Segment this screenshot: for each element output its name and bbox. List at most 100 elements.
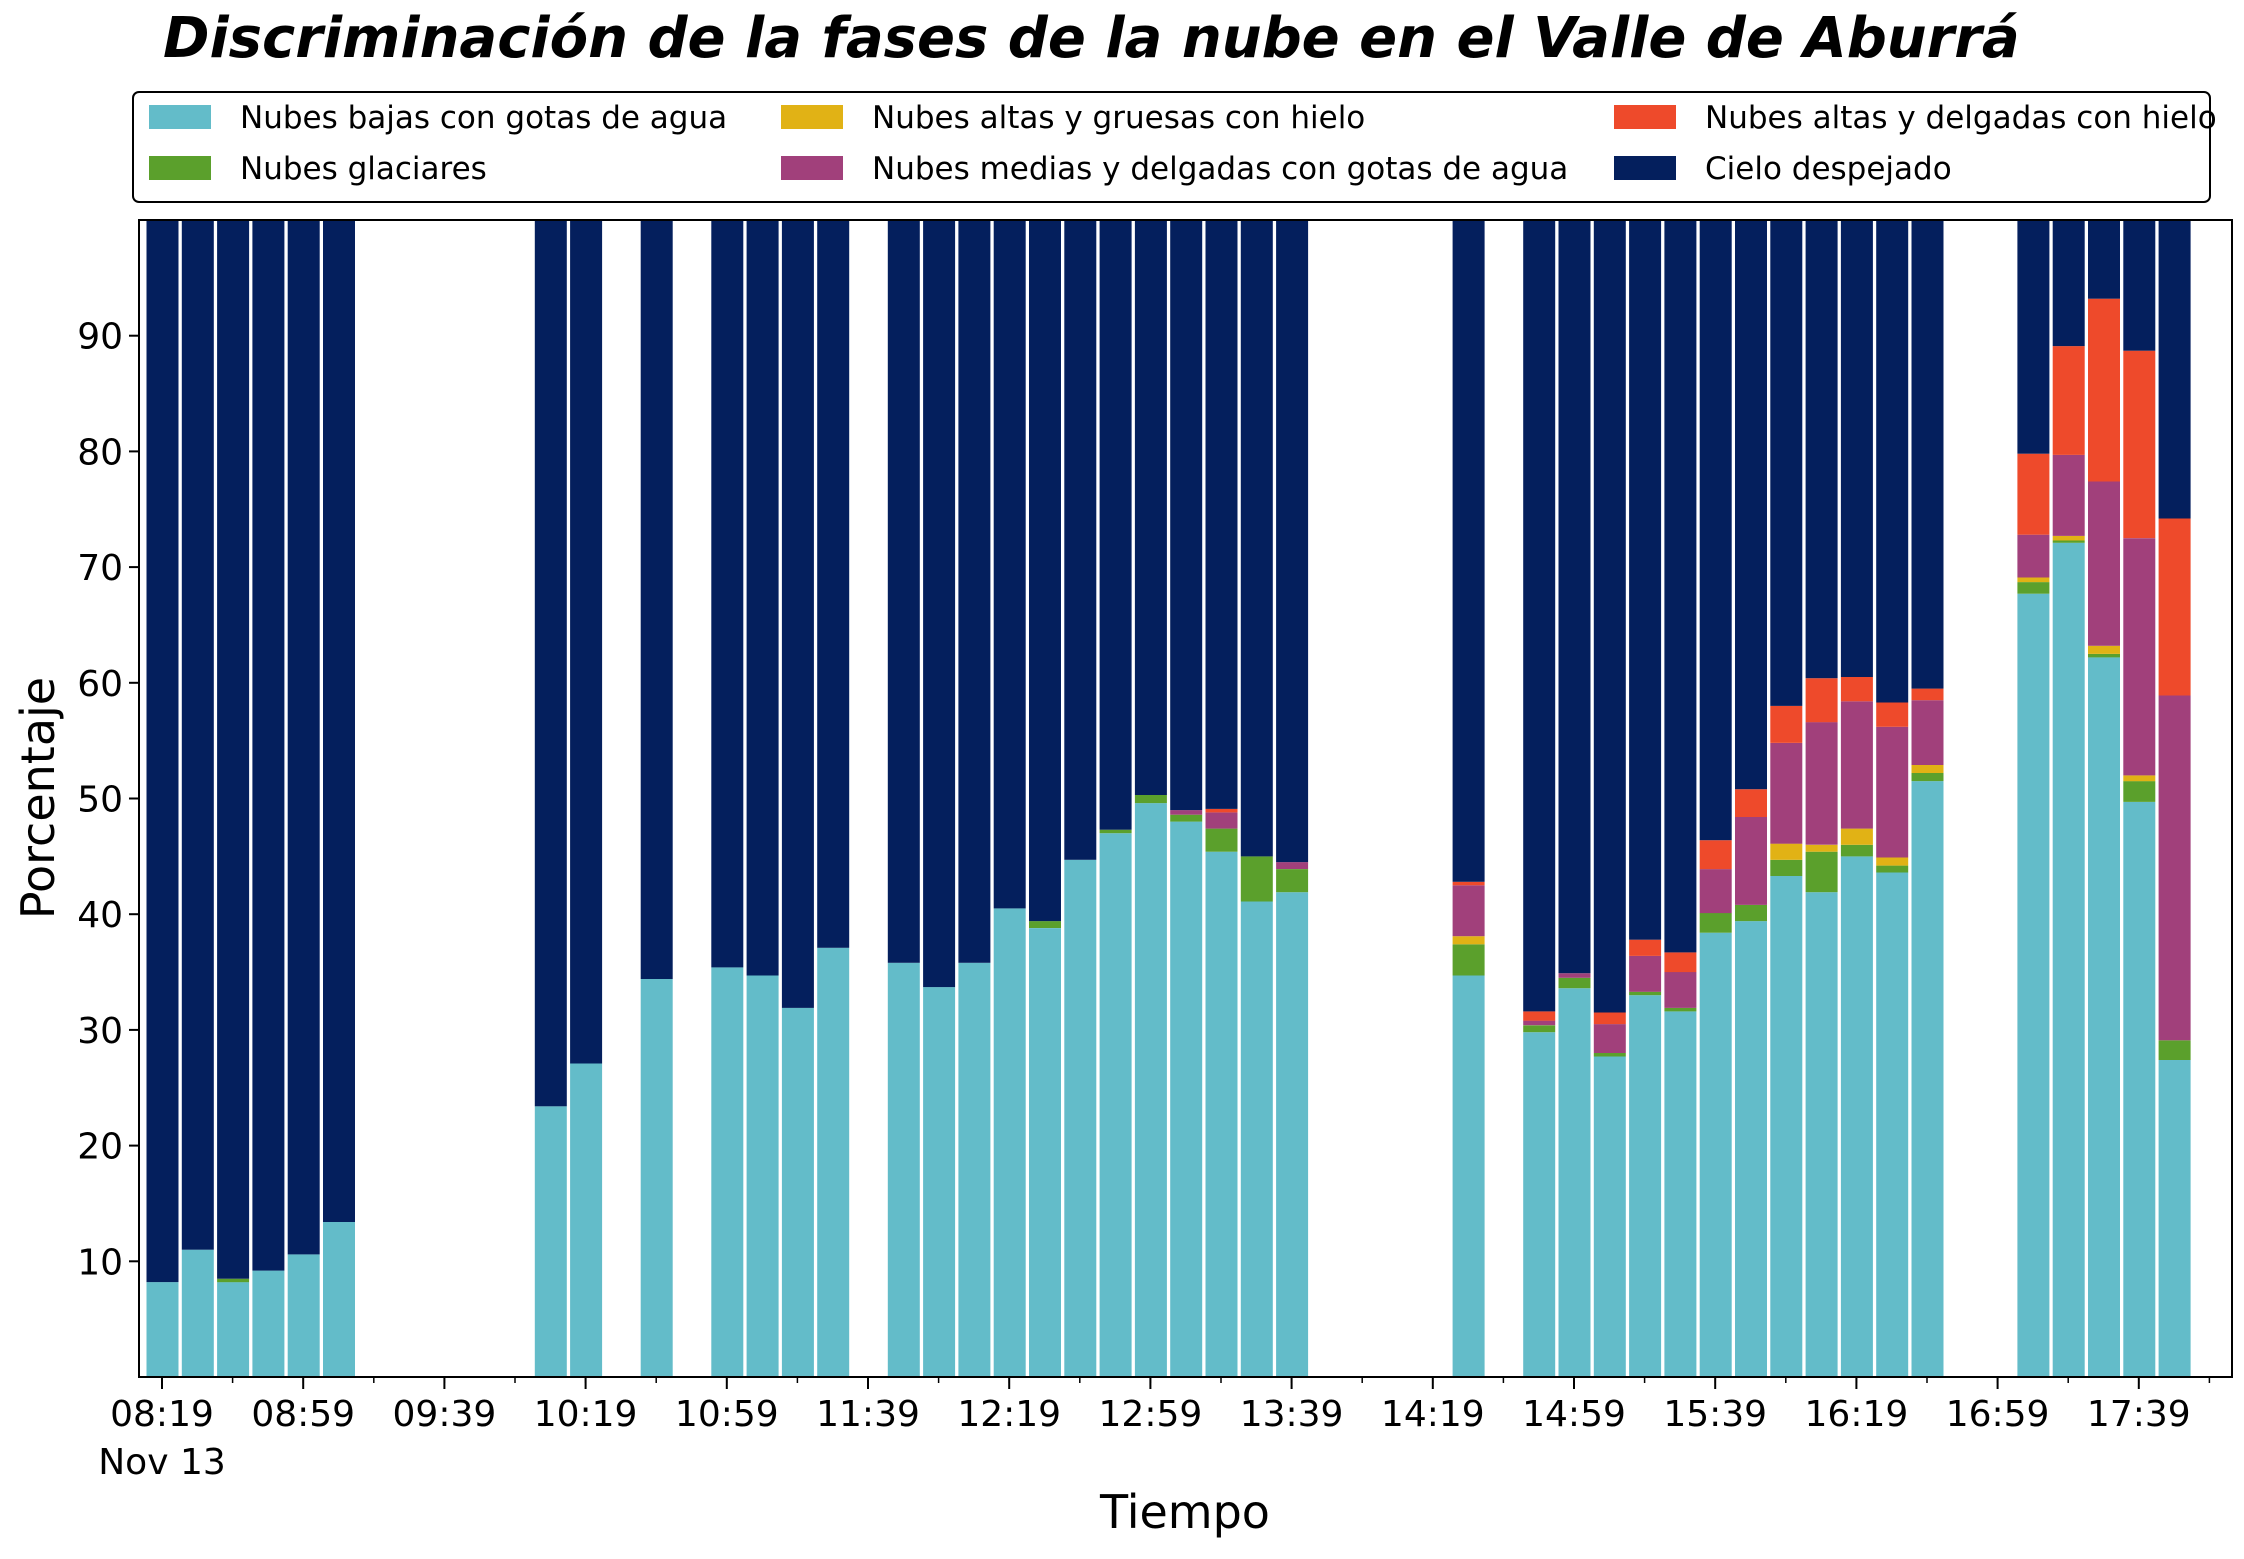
y-tick-label: 80 bbox=[77, 432, 123, 473]
bar-segment-56-series-3 bbox=[2123, 538, 2156, 776]
bar-segment-57-series-1 bbox=[2158, 1040, 2191, 1060]
bar-segment-29-series-5 bbox=[1170, 220, 1203, 811]
bar-segment-46-series-1 bbox=[1770, 859, 1803, 876]
bar-segment-46-series-5 bbox=[1770, 220, 1803, 706]
bar-segment-30-series-3 bbox=[1205, 812, 1238, 829]
bar-segment-23-series-5 bbox=[958, 220, 991, 963]
x-tick-label: 08:19 bbox=[110, 1394, 214, 1435]
bar-segment-55-series-5 bbox=[2088, 220, 2120, 299]
bar-segment-49-series-4 bbox=[1876, 702, 1909, 727]
bar-segment-49-series-2 bbox=[1876, 857, 1909, 866]
bar-segment-30-series-5 bbox=[1205, 220, 1238, 809]
bar-segment-32-series-3 bbox=[1276, 862, 1309, 869]
bar-segment-28-series-5 bbox=[1134, 220, 1167, 795]
bar-segment-48-series-4 bbox=[1840, 677, 1873, 702]
bar-segment-48-series-1 bbox=[1840, 844, 1873, 857]
bar-segment-5-series-5 bbox=[323, 220, 355, 1222]
bar-segment-53-series-0 bbox=[2017, 593, 2050, 1377]
x-tick-label: 16:59 bbox=[1946, 1394, 2050, 1435]
legend-swatch-0 bbox=[149, 105, 211, 129]
bar-segment-47-series-5 bbox=[1805, 220, 1838, 679]
bar-segment-56-series-1 bbox=[2123, 781, 2156, 802]
bar-segment-39-series-0 bbox=[1523, 1032, 1556, 1377]
bar-segment-55-series-4 bbox=[2088, 298, 2120, 482]
bar-segment-29-series-3 bbox=[1170, 810, 1203, 815]
x-tick-label: 12:19 bbox=[957, 1394, 1061, 1435]
x-tick-label: 17:39 bbox=[2087, 1394, 2191, 1435]
y-axis: 10 20 30 40 50 60 70 80 90 bbox=[77, 317, 139, 1283]
bar-segment-41-series-3 bbox=[1593, 1024, 1626, 1053]
bar-segment-3-series-0 bbox=[252, 1270, 285, 1377]
legend-swatch-1 bbox=[149, 156, 211, 180]
y-tick-label: 60 bbox=[77, 664, 123, 705]
bar-segment-57-series-3 bbox=[2158, 695, 2191, 1041]
bar-segment-55-series-3 bbox=[2088, 481, 2120, 646]
bar-segment-53-series-4 bbox=[2017, 453, 2050, 535]
bar-segment-40-series-1 bbox=[1558, 977, 1591, 989]
bar-segment-44-series-1 bbox=[1699, 913, 1732, 933]
x-tick-label: 11:39 bbox=[816, 1394, 920, 1435]
bar-segment-27-series-5 bbox=[1099, 220, 1132, 830]
legend-swatch-3 bbox=[781, 156, 843, 180]
bar-segment-19-series-5 bbox=[817, 220, 850, 948]
x-tick-label: 16:19 bbox=[1805, 1394, 1909, 1435]
bar-segment-39-series-5 bbox=[1523, 220, 1556, 1012]
bar-segment-42-series-0 bbox=[1629, 995, 1662, 1377]
bar-segment-44-series-0 bbox=[1699, 932, 1732, 1377]
bar-segment-55-series-2 bbox=[2088, 645, 2120, 654]
bar-segment-45-series-3 bbox=[1735, 817, 1767, 905]
bar-segment-29-series-0 bbox=[1170, 821, 1203, 1377]
bar-segment-37-series-5 bbox=[1452, 220, 1485, 882]
bar-segment-39-series-4 bbox=[1523, 1011, 1556, 1021]
bar-segment-37-series-3 bbox=[1452, 885, 1485, 937]
bar-segment-14-series-5 bbox=[640, 220, 673, 979]
bar-segment-43-series-0 bbox=[1664, 1011, 1697, 1377]
x-tick-label: 10:19 bbox=[534, 1394, 638, 1435]
bar-segment-45-series-1 bbox=[1735, 904, 1767, 922]
bar-segment-22-series-5 bbox=[923, 220, 956, 988]
bar-segment-54-series-4 bbox=[2052, 346, 2085, 455]
bar-segment-24-series-0 bbox=[993, 908, 1026, 1377]
bar-segment-49-series-1 bbox=[1876, 865, 1909, 873]
legend-swatch-4 bbox=[1614, 105, 1676, 129]
bar-segment-49-series-3 bbox=[1876, 726, 1909, 858]
bar-segment-2-series-0 bbox=[217, 1282, 250, 1377]
legend-label-5: Cielo despejado bbox=[1705, 151, 1952, 187]
y-tick-label: 90 bbox=[77, 317, 123, 358]
bar-segment-44-series-3 bbox=[1699, 869, 1732, 914]
bar-segment-55-series-0 bbox=[2088, 657, 2120, 1377]
bar-segment-1-series-0 bbox=[181, 1249, 214, 1377]
bar-segment-56-series-4 bbox=[2123, 350, 2156, 539]
bar-segment-50-series-4 bbox=[1911, 688, 1944, 701]
bar-segment-48-series-5 bbox=[1840, 220, 1873, 677]
legend-label-2: Nubes altas y gruesas con hielo bbox=[872, 100, 1365, 136]
bar-segment-27-series-1 bbox=[1099, 829, 1132, 834]
bar-segment-31-series-1 bbox=[1240, 856, 1273, 902]
bar-segment-57-series-5 bbox=[2158, 220, 2191, 519]
bar-segment-44-series-5 bbox=[1699, 220, 1732, 841]
y-tick-label: 10 bbox=[77, 1242, 123, 1283]
bar-segment-4-series-0 bbox=[287, 1254, 320, 1377]
bar-segment-45-series-5 bbox=[1735, 220, 1767, 790]
legend-label-3: Nubes medias y delgadas con gotas de agu… bbox=[872, 151, 1568, 187]
bar-segment-53-series-1 bbox=[2017, 582, 2050, 594]
bar-segment-16-series-5 bbox=[711, 220, 744, 968]
bar-segment-40-series-0 bbox=[1558, 988, 1591, 1377]
bar-segment-54-series-0 bbox=[2052, 542, 2085, 1377]
y-tick-label: 40 bbox=[77, 895, 123, 936]
y-axis-label: Porcentaje bbox=[11, 677, 65, 919]
bar-segment-25-series-0 bbox=[1029, 928, 1061, 1377]
bar-segment-18-series-0 bbox=[781, 1007, 814, 1377]
bar-segment-54-series-3 bbox=[2052, 454, 2085, 536]
legend-label-1: Nubes glaciares bbox=[240, 151, 487, 187]
bar-segment-19-series-0 bbox=[817, 947, 850, 1377]
x-tick-label: 08:59 bbox=[251, 1394, 355, 1435]
bar-segment-56-series-2 bbox=[2123, 775, 2156, 782]
bar-segment-50-series-5 bbox=[1911, 220, 1944, 689]
legend-label-0: Nubes bajas con gotas de agua bbox=[240, 100, 727, 136]
bar-segment-55-series-1 bbox=[2088, 653, 2120, 658]
bars-layer bbox=[146, 220, 2191, 1377]
legend-frame bbox=[132, 91, 2211, 203]
bar-segment-46-series-2 bbox=[1770, 843, 1803, 860]
bar-segment-32-series-5 bbox=[1276, 220, 1309, 863]
